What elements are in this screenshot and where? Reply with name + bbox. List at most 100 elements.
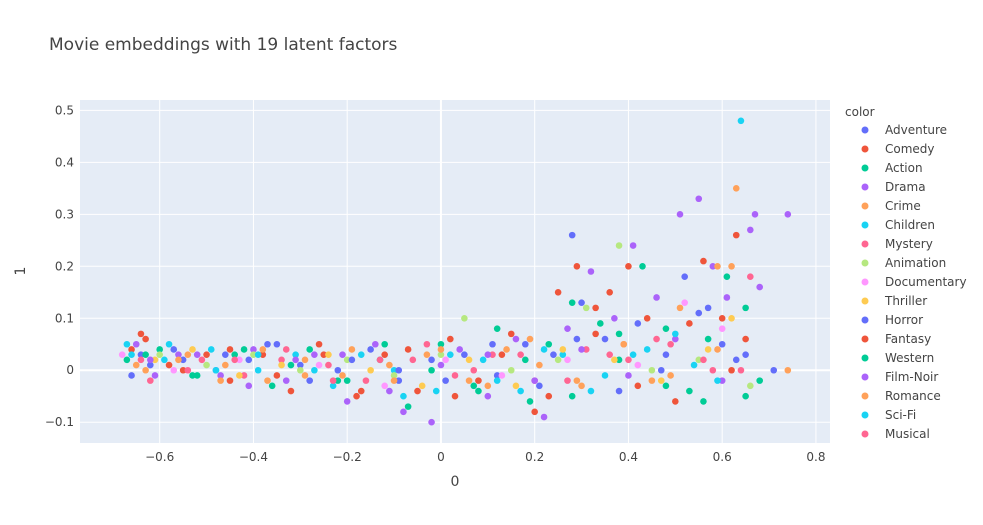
data-point — [325, 351, 332, 358]
data-point — [156, 351, 163, 358]
x-tick-label: 0.2 — [525, 450, 544, 464]
data-point — [718, 314, 726, 322]
data-point — [681, 273, 688, 280]
legend-item[interactable]: Musical — [861, 427, 930, 441]
y-tick-label: −0.1 — [45, 415, 74, 429]
data-point — [568, 299, 576, 306]
data-point — [690, 361, 698, 369]
legend-item[interactable]: Fantasy — [861, 332, 932, 346]
legend-item[interactable]: Film-Noir — [861, 370, 939, 384]
data-point — [615, 330, 623, 338]
data-point — [620, 340, 628, 348]
legend-marker — [861, 202, 869, 210]
data-point — [334, 377, 342, 384]
gridlines — [80, 100, 830, 443]
data-point — [568, 231, 576, 239]
data-point — [747, 382, 754, 390]
data-point — [165, 361, 173, 369]
data-point — [737, 366, 745, 374]
data-point — [718, 325, 726, 332]
data-point — [648, 366, 656, 374]
data-point — [297, 366, 304, 374]
legend-item[interactable]: Children — [861, 218, 935, 232]
series-musical — [137, 335, 745, 384]
legend-item[interactable]: Sci-Fi — [861, 408, 917, 422]
data-point — [245, 356, 253, 364]
data-point — [732, 185, 740, 192]
series-film-noir — [147, 335, 726, 395]
data-point — [222, 361, 229, 369]
data-point — [582, 304, 590, 312]
legend-item[interactable]: Documentary — [861, 275, 967, 289]
data-point — [667, 340, 674, 348]
legend-item[interactable]: Thriller — [861, 294, 928, 308]
legend-item[interactable]: Drama — [861, 180, 926, 194]
data-point — [672, 330, 679, 338]
data-point — [601, 372, 609, 379]
legend-label: Comedy — [885, 142, 935, 156]
legend-item[interactable]: Western — [861, 351, 935, 365]
data-point — [489, 351, 496, 358]
data-point — [573, 263, 581, 270]
data-point — [451, 392, 459, 400]
data-point — [634, 361, 642, 369]
data-point — [437, 351, 445, 358]
legend-label: Children — [885, 218, 935, 232]
data-point — [568, 392, 576, 400]
legend-item[interactable]: Mystery — [861, 237, 933, 251]
data-point — [123, 340, 131, 348]
data-point — [151, 372, 159, 379]
legend-marker — [861, 164, 869, 172]
data-point — [672, 335, 679, 343]
data-point — [686, 387, 693, 395]
data-point — [662, 351, 670, 358]
data-point — [718, 340, 726, 348]
data-point — [414, 387, 421, 395]
data-point — [704, 335, 712, 343]
legend-label: Film-Noir — [885, 370, 938, 384]
data-point — [179, 366, 187, 374]
legend-marker — [861, 240, 869, 248]
data-point — [475, 387, 482, 395]
data-point — [278, 361, 285, 369]
data-point — [732, 231, 740, 239]
data-point — [273, 372, 281, 379]
data-point — [554, 356, 562, 364]
data-point — [334, 366, 342, 374]
data-point — [625, 372, 632, 379]
data-point — [615, 387, 623, 395]
legend-item[interactable]: Action — [861, 161, 923, 175]
legend-marker — [861, 278, 869, 286]
data-point — [386, 361, 393, 369]
data-point — [325, 361, 332, 369]
data-point — [367, 366, 374, 374]
data-point — [306, 377, 313, 384]
data-point — [217, 372, 224, 379]
legend-label: Fantasy — [885, 332, 931, 346]
data-point — [723, 273, 731, 280]
data-point — [339, 372, 346, 379]
series-animation — [156, 242, 754, 390]
data-point — [587, 268, 595, 275]
data-point — [573, 335, 581, 343]
data-point — [381, 351, 388, 358]
data-point — [629, 351, 637, 358]
data-point — [634, 320, 642, 327]
legend-item[interactable]: Crime — [861, 199, 921, 213]
legend-item[interactable]: Adventure — [861, 123, 948, 137]
legend-item[interactable]: Romance — [861, 389, 941, 403]
data-point — [315, 340, 323, 348]
data-point — [728, 314, 735, 322]
data-point — [329, 377, 337, 384]
legend-item[interactable]: Comedy — [861, 142, 935, 156]
legend: color Adventure Comedy Action Drama Crime Chi… — [845, 105, 967, 441]
data-point — [484, 351, 492, 358]
legend-title: color — [845, 105, 875, 119]
legend-item[interactable]: Horror — [861, 313, 924, 327]
y-tick-label: 0.4 — [55, 155, 74, 169]
data-point — [423, 351, 431, 358]
data-point — [465, 377, 473, 384]
data-point — [264, 340, 271, 348]
data-point — [700, 398, 707, 405]
legend-item[interactable]: Animation — [861, 256, 947, 270]
